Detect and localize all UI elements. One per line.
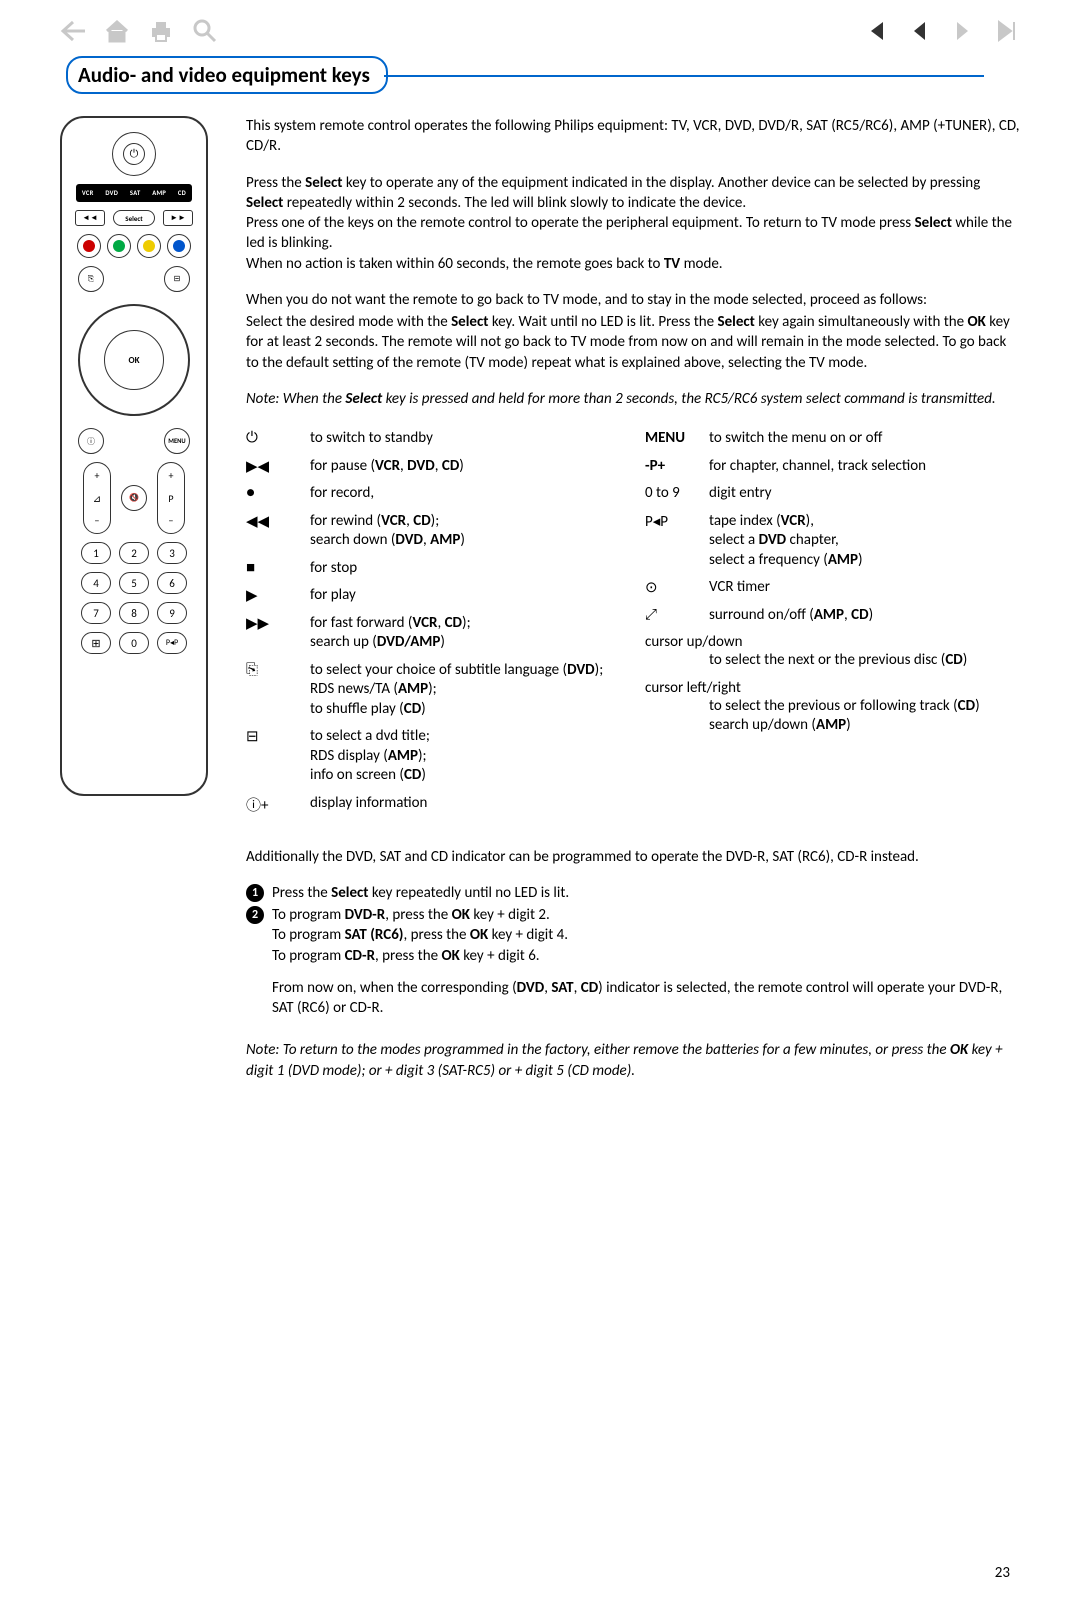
home-icon[interactable] [104,18,130,44]
color-buttons [77,234,191,258]
note-select-hold: Note: When the Select key is pressed and… [246,389,1020,409]
note-factory-reset: Note: To return to the modes programmed … [246,1040,1020,1081]
fforward-icon: ►► [163,210,193,226]
last-page-icon[interactable] [994,18,1020,44]
page-number: 23 [995,1564,1010,1582]
first-page-icon[interactable] [862,18,888,44]
print-icon[interactable] [148,18,174,44]
mute-icon: 🔇 [121,485,147,511]
step-number: 1 [246,884,264,902]
power-icon: ⏻ [123,143,145,165]
prev-page-icon[interactable] [906,18,932,44]
number-pad: 123 456 789 ⊞0P◂P [81,542,187,654]
device-strip: VCRDVDSATAMPCD [76,184,192,202]
pdf-toolbar [60,18,1020,44]
program-rocker: +P− [157,462,185,534]
next-page-icon[interactable] [950,18,976,44]
select-button: Select [113,210,155,226]
content-column: This system remote control operates the … [246,116,1020,1101]
select-para: Press the Select key to operate any of t… [246,173,1020,274]
menu-button: MENU [164,428,190,454]
volume-rocker: +⊿− [83,462,111,534]
step-number: 2 [246,906,264,924]
rewind-icon: ◄◄ [75,210,105,226]
subtitle-icon: ⎘ [78,266,104,292]
mode-para-steps: Select the desired mode with the Select … [246,312,1020,373]
remote-illustration: ⏻ VCRDVDSATAMPCD ◄◄ Select ►► ⎘ ⊟ OK ⓘ MEN… [60,116,208,796]
mode-para-intro: When you do not want the remote to go ba… [246,290,1020,310]
info-icon: ⓘ [78,428,104,454]
section-title: Audio- and video equipment keys [66,56,388,94]
ok-button: OK [104,330,164,390]
intro-para: This system remote control operates the … [246,116,1020,157]
programming-intro: Additionally the DVD, SAT and CD indicat… [246,847,1020,867]
key-reference-table: ⏻to switch to standby▶◀for pause (VCR, D… [246,429,1020,823]
back-arrow-icon[interactable] [60,18,86,44]
programming-steps: 1 Press the Select key repeatedly until … [246,883,1020,1019]
search-icon[interactable] [192,18,218,44]
nav-ring: OK [78,304,190,416]
teletext-icon: ⊟ [164,266,190,292]
